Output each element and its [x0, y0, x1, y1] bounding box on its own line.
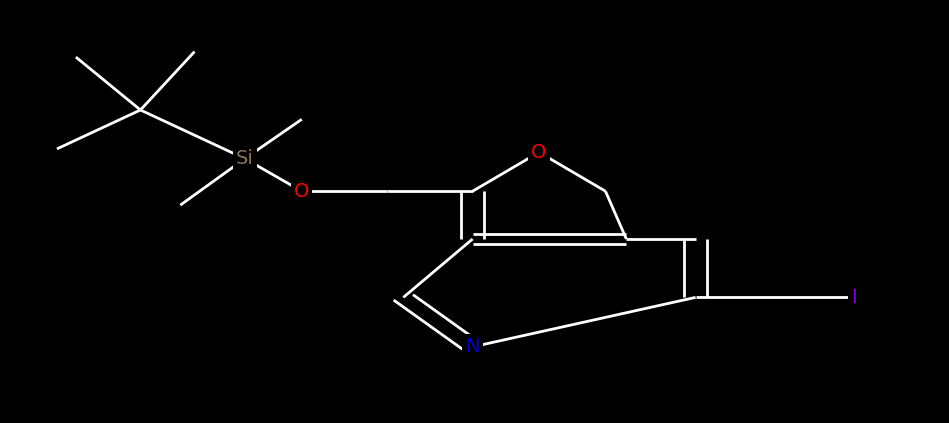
Text: O: O: [531, 143, 547, 162]
Text: N: N: [465, 338, 480, 356]
Text: I: I: [851, 288, 857, 307]
Text: O: O: [294, 182, 309, 201]
Text: Si: Si: [236, 149, 253, 168]
